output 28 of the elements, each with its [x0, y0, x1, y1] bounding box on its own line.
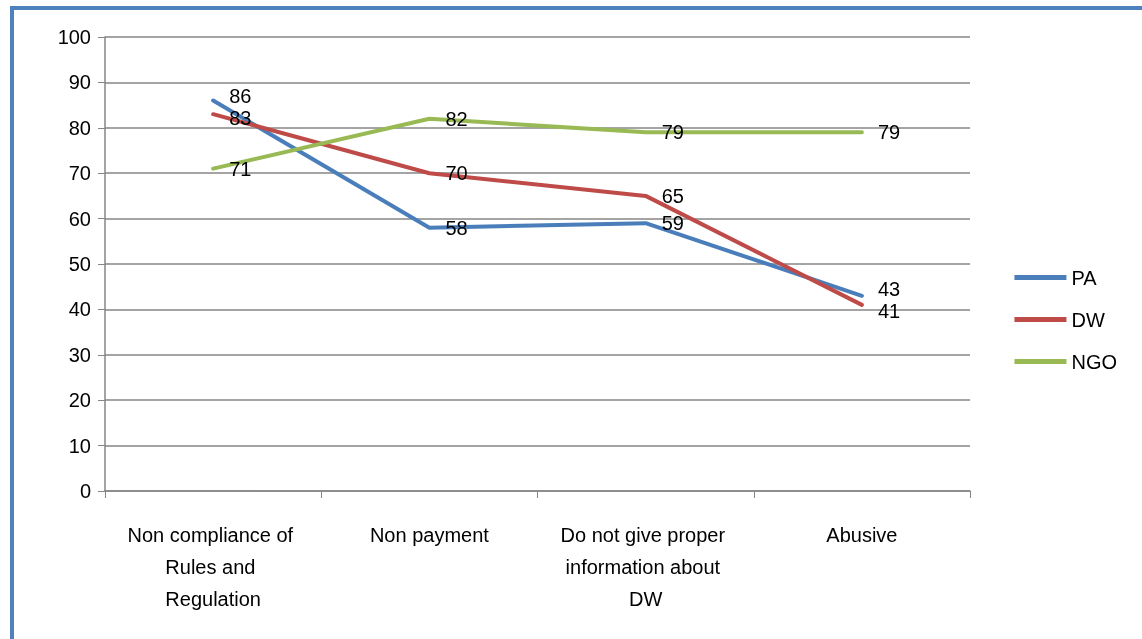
data-label: 59: [661, 212, 684, 235]
data-label: 70: [445, 162, 468, 185]
x-tick-label: Non compliance of Rules and Regulation: [127, 524, 299, 610]
x-tick-label: Abusive: [826, 524, 898, 546]
y-tick-label: 70: [68, 162, 91, 185]
x-tick-label: Do not give proper information about DW: [560, 524, 731, 610]
y-tick-label: 50: [68, 253, 91, 275]
y-tick-label: 90: [68, 71, 91, 94]
data-label: 43: [877, 278, 901, 301]
y-tick-label: 10: [68, 434, 91, 457]
y-tick-label: 80: [68, 116, 91, 139]
y-tick-label: 0: [79, 480, 91, 502]
data-label: 79: [877, 121, 901, 144]
legend-label: NGO: [1071, 350, 1118, 373]
y-tick-label: 40: [68, 298, 91, 321]
data-label: 65: [661, 184, 684, 207]
y-tick-label: 30: [68, 343, 91, 366]
data-label: 86: [229, 85, 252, 108]
legend-label: DW: [1071, 308, 1105, 331]
data-label: 83: [229, 107, 252, 130]
legend-label: PA: [1071, 266, 1098, 289]
data-label: 71: [229, 157, 252, 180]
y-tick-label: 60: [68, 207, 91, 230]
data-label: 79: [661, 121, 684, 144]
x-tick-label: Non payment: [369, 524, 490, 546]
data-label: 41: [877, 300, 901, 323]
y-tick-label: 20: [68, 389, 91, 412]
y-tick-label: 100: [57, 26, 91, 48]
